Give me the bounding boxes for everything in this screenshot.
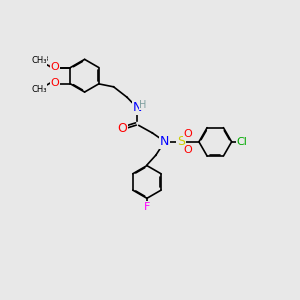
- Text: O: O: [51, 78, 59, 88]
- Text: S: S: [177, 135, 185, 148]
- Text: Cl: Cl: [237, 137, 248, 147]
- Text: CH: CH: [34, 58, 47, 67]
- Text: O: O: [118, 122, 128, 135]
- Text: N: N: [160, 135, 170, 148]
- Text: CH₃: CH₃: [32, 56, 47, 65]
- Text: CH₃: CH₃: [32, 85, 47, 94]
- Text: H: H: [139, 100, 146, 110]
- Text: O: O: [183, 145, 192, 155]
- Text: 3: 3: [44, 56, 48, 62]
- Text: O: O: [51, 61, 59, 72]
- Text: F: F: [144, 202, 150, 212]
- Text: N: N: [133, 101, 142, 114]
- Text: O: O: [48, 61, 57, 72]
- Text: O: O: [183, 128, 192, 139]
